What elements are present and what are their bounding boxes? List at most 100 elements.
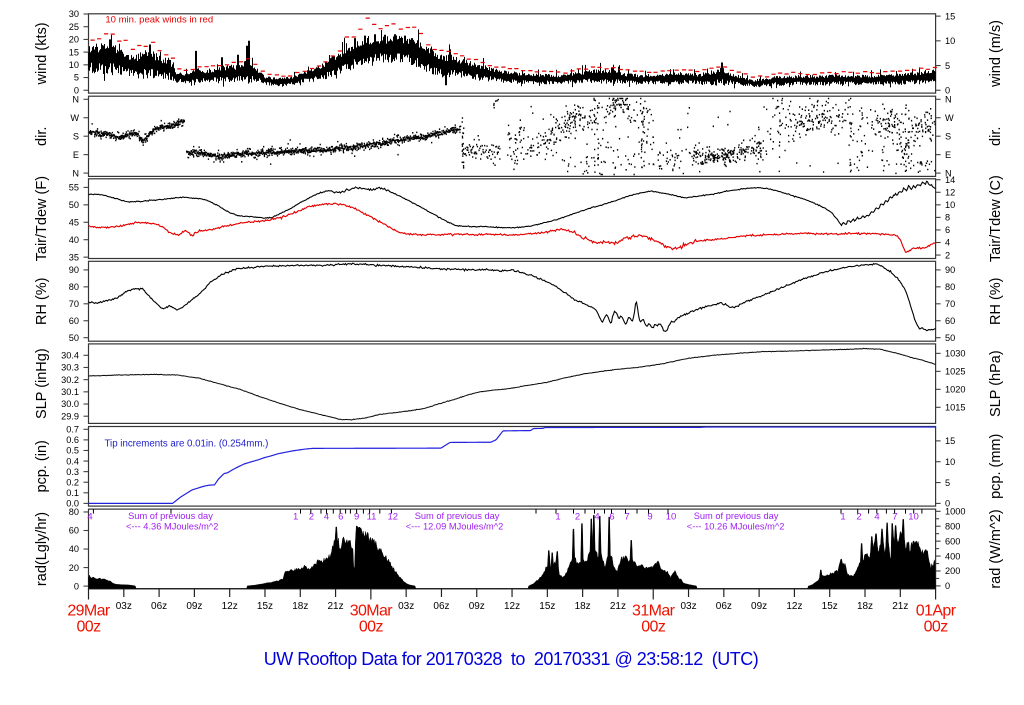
svg-text:6: 6: [945, 225, 950, 235]
svg-text:0.1: 0.1: [66, 488, 79, 498]
svg-text:03z: 03z: [680, 601, 696, 612]
svg-text:20: 20: [69, 563, 79, 573]
svg-text:2: 2: [309, 512, 314, 523]
svg-text:4: 4: [87, 512, 92, 523]
svg-text:Tair/Tdew (F): Tair/Tdew (F): [34, 176, 50, 261]
svg-text:pcp. (mm): pcp. (mm): [988, 434, 1004, 499]
svg-text:15z: 15z: [257, 601, 273, 612]
svg-text:RH (%): RH (%): [34, 277, 50, 325]
svg-text:0: 0: [74, 85, 79, 95]
svg-text:4: 4: [874, 512, 879, 523]
svg-text:600: 600: [945, 536, 960, 546]
svg-text:06z: 06z: [433, 601, 449, 612]
svg-text:18z: 18z: [857, 601, 873, 612]
svg-text:rad(Lgly/hr): rad(Lgly/hr): [34, 512, 50, 586]
svg-text:1: 1: [840, 512, 845, 523]
svg-text:15: 15: [69, 47, 79, 57]
svg-text:1015: 1015: [945, 403, 965, 413]
svg-text:21z: 21z: [610, 601, 626, 612]
svg-text:10 min. peak winds in red: 10 min. peak winds in red: [105, 15, 213, 26]
svg-text:03z: 03z: [116, 601, 132, 612]
svg-text:Sum of previous day: Sum of previous day: [128, 511, 213, 521]
svg-text:0.7: 0.7: [66, 425, 79, 435]
svg-text:90: 90: [945, 265, 955, 275]
svg-text:RH (%): RH (%): [988, 277, 1004, 325]
svg-text:0.3: 0.3: [66, 467, 79, 477]
svg-text:W: W: [70, 113, 79, 123]
svg-text:0.4: 0.4: [66, 456, 79, 466]
svg-text:1: 1: [555, 512, 560, 523]
svg-text:06z: 06z: [716, 601, 732, 612]
svg-text:50: 50: [945, 333, 955, 343]
svg-text:5: 5: [945, 61, 950, 71]
svg-text:Sum of previous day: Sum of previous day: [415, 511, 500, 521]
svg-text:80: 80: [945, 282, 955, 292]
svg-text:E: E: [945, 150, 951, 160]
svg-text:30Mar: 30Mar: [350, 603, 394, 620]
svg-text:30.1: 30.1: [61, 387, 79, 397]
svg-text:6: 6: [609, 512, 614, 523]
svg-text:55: 55: [69, 183, 79, 193]
svg-text:wind (m/s): wind (m/s): [988, 20, 1004, 88]
svg-text:SLP (inHg): SLP (inHg): [34, 348, 50, 419]
svg-text:29.9: 29.9: [61, 411, 79, 421]
svg-text:20: 20: [69, 35, 79, 45]
svg-text:30: 30: [69, 9, 79, 19]
svg-text:200: 200: [945, 566, 960, 576]
svg-text:2: 2: [856, 512, 861, 523]
svg-text:S: S: [73, 131, 79, 141]
svg-text:11: 11: [367, 512, 377, 523]
svg-text:12z: 12z: [786, 601, 802, 612]
svg-text:10: 10: [945, 200, 955, 210]
svg-text:31Mar: 31Mar: [632, 603, 676, 620]
svg-text:30.4: 30.4: [61, 351, 79, 361]
svg-text:09z: 09z: [186, 601, 202, 612]
svg-text:29Mar: 29Mar: [67, 603, 111, 620]
svg-text:60: 60: [69, 316, 79, 326]
svg-text:4: 4: [324, 512, 329, 523]
svg-text:15: 15: [945, 436, 955, 446]
svg-text:00z: 00z: [924, 619, 949, 636]
svg-text:8: 8: [945, 213, 950, 223]
svg-text:2: 2: [945, 250, 950, 260]
svg-text:400: 400: [945, 551, 960, 561]
svg-text:2: 2: [575, 512, 580, 523]
svg-text:800: 800: [945, 521, 960, 531]
svg-text:4: 4: [945, 238, 950, 248]
svg-text:N: N: [72, 168, 79, 178]
svg-text:N: N: [945, 168, 952, 178]
svg-text:21z: 21z: [328, 601, 344, 612]
svg-text:18z: 18z: [575, 601, 591, 612]
svg-text:09z: 09z: [469, 601, 485, 612]
svg-text:5: 5: [945, 478, 950, 488]
svg-text:0.2: 0.2: [66, 477, 79, 487]
svg-text:30.2: 30.2: [61, 375, 79, 385]
svg-text:12: 12: [945, 187, 955, 197]
svg-text:30.3: 30.3: [61, 363, 79, 373]
svg-text:40: 40: [69, 235, 79, 245]
svg-text:0: 0: [74, 581, 79, 591]
svg-text:N: N: [72, 95, 79, 105]
svg-text:25: 25: [69, 22, 79, 32]
svg-text:S: S: [945, 131, 951, 141]
svg-text:1030: 1030: [945, 349, 965, 359]
svg-text:01Apr: 01Apr: [916, 603, 957, 620]
svg-text:06z: 06z: [151, 601, 167, 612]
svg-text:00z: 00z: [359, 619, 384, 636]
svg-text:15z: 15z: [539, 601, 555, 612]
svg-text:70: 70: [945, 299, 955, 309]
svg-text:30.0: 30.0: [61, 399, 79, 409]
svg-text:50: 50: [69, 333, 79, 343]
svg-text:wind (kts): wind (kts): [34, 22, 50, 85]
svg-text:10: 10: [69, 60, 79, 70]
svg-text:UW Rooftop Data for 20170328: UW Rooftop Data for 20170328 to 20170331…: [264, 649, 759, 669]
svg-text:10: 10: [908, 512, 919, 523]
svg-text:80: 80: [69, 507, 79, 517]
svg-text:35: 35: [69, 252, 79, 262]
svg-text:00z: 00z: [641, 619, 666, 636]
svg-text:1025: 1025: [945, 367, 965, 377]
svg-text:4: 4: [594, 512, 599, 523]
svg-text:pcp. (in): pcp. (in): [34, 440, 50, 492]
svg-text:6: 6: [338, 512, 343, 523]
svg-text:<--- 12.09 MJoules/m^2: <--- 12.09 MJoules/m^2: [406, 522, 504, 532]
